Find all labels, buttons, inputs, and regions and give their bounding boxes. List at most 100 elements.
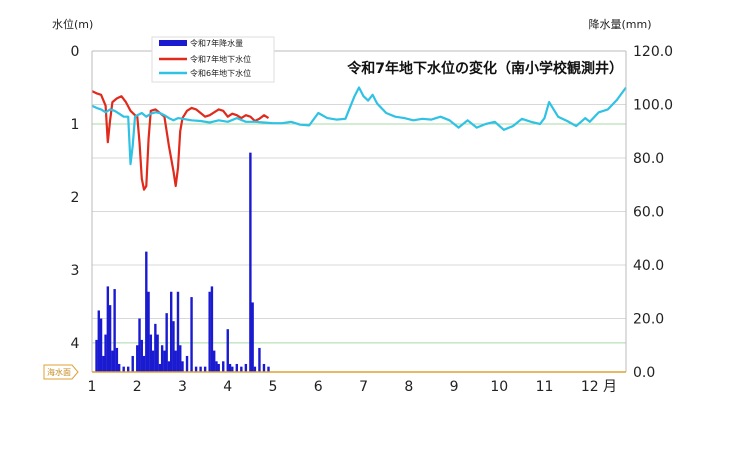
- precip-bar: [104, 334, 107, 372]
- precip-bar: [115, 347, 119, 372]
- precip-bar: [102, 355, 105, 372]
- precip-bar: [210, 286, 214, 372]
- precip-bar: [222, 361, 225, 372]
- x-tick-label: 11: [536, 379, 554, 395]
- x-tick-label: 10: [490, 379, 508, 395]
- precip-bar: [190, 297, 193, 372]
- precip-bar: [147, 291, 150, 372]
- right-tick-label: 40.0: [633, 258, 664, 274]
- precip-bar: [215, 361, 218, 372]
- precip-bar: [99, 318, 103, 372]
- sea-level-marker: 海水面: [43, 364, 79, 380]
- precip-bar: [131, 355, 134, 372]
- precip-bar: [235, 363, 239, 372]
- right-tick-label: 120.0: [633, 44, 673, 60]
- right-tick-label: 0.0: [633, 365, 655, 381]
- precip-bar: [174, 350, 177, 372]
- sea-level-tag: [43, 364, 79, 380]
- precip-bar: [156, 334, 159, 372]
- precip-bar: [169, 291, 173, 372]
- precip-bar: [127, 366, 130, 372]
- precip-bar: [262, 363, 266, 372]
- water-level-line-r7: [91, 90, 270, 191]
- left-tick-label: 0: [71, 44, 80, 60]
- left-tick-label: 3: [71, 263, 80, 279]
- precip-bar: [172, 321, 175, 372]
- right-tick-label: 100.0: [633, 98, 673, 114]
- x-tick-label: 4: [223, 379, 232, 395]
- right-axis-title: 降水量(mm): [588, 17, 651, 31]
- precip-bar: [165, 313, 168, 372]
- precip-bar: [108, 305, 112, 372]
- legend-label-r7: 令和7年地下水位: [190, 54, 251, 64]
- x-tick-label: 5: [269, 379, 278, 395]
- precip-bar: [122, 366, 125, 372]
- precip-bar: [179, 345, 182, 372]
- x-tick-label: 8: [404, 379, 413, 395]
- legend-label-precip: 令和7年降水量: [190, 38, 243, 48]
- chart-title: 令和7年地下水位の変化（南小学校観測井）: [346, 60, 623, 77]
- x-tick-label: 9: [450, 379, 459, 395]
- precip-bar: [212, 350, 216, 372]
- x-tick-label: 12: [581, 379, 599, 395]
- x-axis-unit: 月: [603, 379, 617, 395]
- left-tick-label: 1: [71, 117, 80, 133]
- precip-bar: [226, 329, 229, 372]
- right-tick-label: 20.0: [633, 312, 664, 328]
- precip-bar: [151, 350, 155, 372]
- precip-bar: [176, 291, 180, 372]
- precip-bar: [142, 355, 146, 372]
- precip-bar: [113, 289, 116, 372]
- precip-bar: [244, 363, 248, 372]
- legend-label-r6: 令和6年地下水位: [190, 68, 251, 78]
- precip-bar: [167, 361, 171, 372]
- precip-bar: [253, 366, 257, 372]
- left-tick-label: 4: [71, 336, 80, 352]
- precip-bar: [267, 366, 270, 372]
- sea-level-label: 海水面: [47, 367, 71, 377]
- precip-bar: [228, 363, 232, 372]
- precip-bar: [208, 291, 211, 372]
- precip-bar: [181, 361, 184, 372]
- precip-bar: [160, 345, 164, 372]
- precip-bar: [136, 345, 139, 372]
- x-tick-label: 1: [88, 379, 97, 395]
- precip-bar: [149, 334, 153, 372]
- x-tick-label: 3: [178, 379, 187, 395]
- precip-bar: [231, 366, 234, 372]
- precip-bar: [249, 152, 252, 372]
- right-tick-label: 80.0: [633, 151, 664, 167]
- left-tick-label: 2: [71, 190, 80, 206]
- precip-bar: [250, 318, 253, 372]
- precip-bar: [97, 310, 100, 372]
- precip-bar: [163, 350, 166, 372]
- precip-bar: [258, 347, 261, 372]
- right-tick-label: 60.0: [633, 205, 664, 221]
- precip-bar: [95, 339, 98, 372]
- precip-bar: [194, 366, 198, 372]
- precip-bar: [185, 355, 189, 372]
- precipitation-bars: [95, 152, 270, 372]
- precip-bar: [140, 339, 143, 372]
- precip-bar: [203, 366, 207, 372]
- legend-swatch-precip: [159, 40, 187, 46]
- left-axis-title: 水位(m): [52, 17, 93, 31]
- precip-bar: [251, 302, 254, 372]
- precip-bar: [106, 286, 110, 372]
- water-level-line-r6: [91, 86, 627, 166]
- legend: 令和7年降水量 令和7年地下水位 令和6年地下水位: [151, 36, 275, 83]
- precip-bar: [154, 323, 157, 372]
- x-tick-label: 6: [314, 379, 323, 395]
- precip-bar: [158, 363, 162, 372]
- precip-bar: [199, 366, 202, 372]
- precip-bar: [117, 363, 121, 372]
- precip-bar: [111, 350, 114, 372]
- precip-bar: [240, 366, 243, 372]
- precip-bar: [138, 318, 141, 372]
- water-level-lines: [91, 86, 627, 191]
- x-tick-label: 7: [359, 379, 368, 395]
- x-tick-label: 2: [133, 379, 142, 395]
- precip-bar: [217, 363, 220, 372]
